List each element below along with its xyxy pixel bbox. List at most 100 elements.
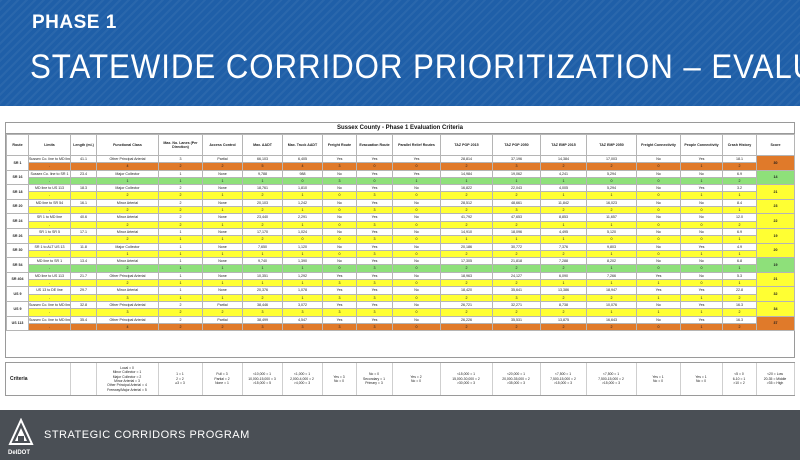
criteria-cell: <10,000 = 1 10,000-15,000 = 3 >15,000 = … [242, 363, 283, 395]
rating-cell: 1 [242, 279, 283, 288]
criteria-cell: 1 = 1 2 = 2 ≥3 = 3 [158, 363, 203, 395]
rating-cell [70, 162, 97, 171]
rating-cell: 2 [202, 322, 243, 332]
table-cell: No [392, 257, 441, 266]
rating-cell [70, 322, 97, 332]
rating-cell: 1 [158, 264, 203, 273]
route-name: SR 20 [6, 198, 29, 215]
rating-cell [70, 308, 97, 317]
table-cell: No [636, 169, 681, 178]
table-row: US 9 Sussex Co. line to MD line 32.8 Other … [6, 300, 795, 317]
rating-cell: 2 [722, 176, 757, 186]
rating-cell: 1 [636, 279, 681, 288]
table-cell: 47,653 [492, 213, 541, 222]
rating-cell: 2 [722, 293, 757, 302]
route-name: US 9 [6, 286, 29, 302]
rating-cell: 0 [586, 176, 637, 186]
table-cell: No [392, 315, 441, 324]
table-cell: 18,096 [492, 227, 541, 237]
table-row: US 113 Sussex Co. line to MD line 35.4 Othe… [6, 315, 795, 332]
table-cell: Other Principal Arterial [96, 154, 159, 164]
table-cell: MD line to US 113 [28, 271, 71, 281]
table-cell: 5,120 [586, 227, 637, 237]
rating-cell: 3 [322, 293, 357, 302]
table-cell: No [636, 213, 681, 222]
rating-cell: 1 [158, 249, 203, 259]
rating-cell: 2 [158, 308, 203, 317]
table-cell: 11.8 [70, 242, 97, 251]
criteria-cell: <7,500 = 1 7,500-15,000 = 2 >15,000 = 3 [586, 363, 637, 395]
rating-cell: 2 [722, 322, 757, 332]
rating-cell: 1 [440, 235, 493, 244]
rating-cell: 1 [540, 235, 587, 244]
rating-cell: 2 [242, 235, 283, 244]
table-cell: Yes [356, 315, 393, 324]
rating-cell: 1 [282, 249, 323, 259]
criteria-cell: <20 = Low 20-35 = Middle >35 = High [756, 363, 795, 395]
table-cell: Yes [392, 154, 441, 164]
criteria-cell: <15,000 = 1 15,000-30,000 = 2 >30,000 = … [440, 363, 493, 395]
rating-cell: 2 [440, 264, 493, 273]
rating-cell: 3 [96, 293, 159, 302]
rating-cell: - [28, 264, 71, 273]
table-cell: MD line to US 113 [28, 184, 71, 193]
table-cell: Other Principal Arterial [96, 315, 159, 324]
table-cell: No [392, 300, 441, 310]
rating-cell: 1 [158, 279, 203, 288]
table-cell: No [322, 169, 357, 178]
table-cell: 4.9 [722, 242, 757, 251]
rating-cell: 2 [158, 191, 203, 200]
rating-cell: 0 [680, 264, 723, 273]
rating-cell [70, 191, 97, 200]
column-header: Functional Class [96, 134, 159, 156]
table-cell: 6.9 [722, 169, 757, 178]
rating-cell: 3 [322, 176, 357, 186]
table-cell: 8,738 [540, 300, 587, 310]
rating-cell: - [28, 235, 71, 244]
rating-cell: 1 [282, 206, 323, 215]
rating-cell: 1 [202, 220, 243, 229]
route-name: SR 18 [6, 184, 29, 200]
table-cell: 18,963 [440, 271, 493, 281]
table-cell: Yes [636, 271, 681, 281]
rating-cell: 0 [322, 191, 357, 200]
table-cell: 4,241 [540, 169, 587, 178]
rating-cell: 1 [158, 235, 203, 244]
table-cell: No [680, 213, 723, 222]
column-header: People Connectivity [680, 134, 723, 156]
table-cell: 18,761 [242, 184, 283, 193]
rating-cell: 3 [356, 308, 393, 317]
table-cell: 8,853 [540, 213, 587, 222]
table-cell: 22,043 [492, 184, 541, 193]
column-header: Limits [28, 134, 71, 156]
rating-cell: 1 [680, 249, 723, 259]
table-cell: 3 [158, 154, 203, 164]
rating-cell: 3 [356, 264, 393, 273]
column-header: TAZ EMP 2050 [586, 134, 637, 156]
table-cell: Yes [322, 154, 357, 164]
table-cell: 1 [158, 257, 203, 266]
table-cell: 5,294 [586, 169, 637, 178]
table-cell: 19,062 [492, 169, 541, 178]
table-cell: No [636, 300, 681, 310]
header-banner: PHASE 1 STATEWIDE CORRIDOR PRIORITIZATIO… [0, 0, 800, 106]
rating-cell: 2 [242, 206, 283, 215]
rating-cell: 0 [636, 176, 681, 186]
column-header: Max. AADT [242, 134, 283, 156]
rating-cell: 1 [202, 206, 243, 215]
rating-cell: 0 [636, 191, 681, 200]
column-header: Route [6, 134, 29, 156]
table-cell: Partial [202, 315, 243, 324]
table-row: SR 24 SR 1 to MD line 40.6 Minor Arterial 2 N… [6, 213, 795, 229]
rating-cell: 1 [492, 235, 541, 244]
rating-cell: 2 [722, 308, 757, 317]
table-cell: 48,661 [492, 198, 541, 208]
table-cell: No [680, 198, 723, 208]
rating-cell: 1 [586, 191, 637, 200]
rating-cell [70, 206, 97, 215]
table-cell: No [392, 213, 441, 222]
rating-cell: 3 [322, 162, 357, 171]
table-cell: 35,531 [492, 315, 541, 324]
rating-cell: - [28, 220, 71, 229]
